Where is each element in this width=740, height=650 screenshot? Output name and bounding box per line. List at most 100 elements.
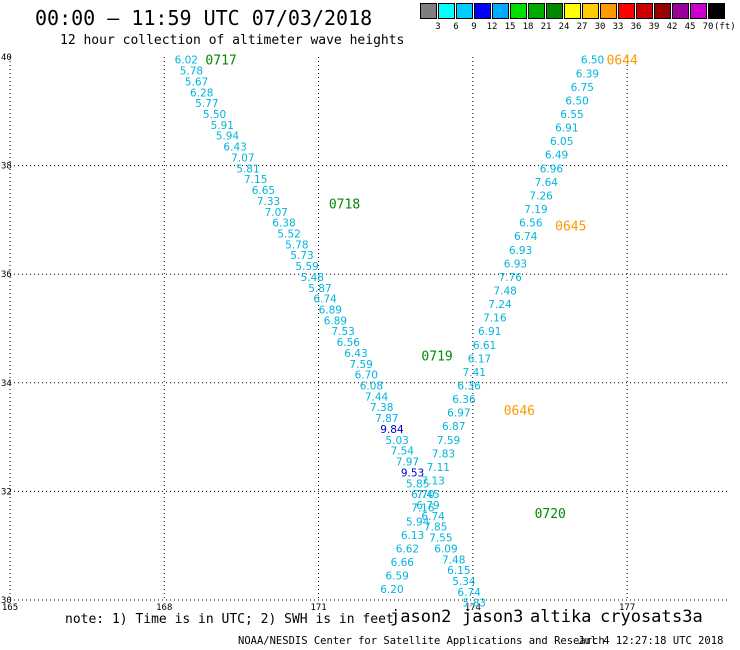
scale-swatch (564, 3, 581, 19)
wave-height-value: 6.43 (344, 348, 367, 360)
wave-height-value: 5.77 (195, 98, 218, 110)
scale-label: 6 (453, 22, 459, 32)
wave-height-value: 7.48 (442, 554, 465, 566)
scale-swatch (654, 3, 671, 19)
wave-height-value: 7.07 (265, 207, 288, 219)
wave-height-value: 5.48 (301, 272, 324, 284)
wave-height-value: 6.66 (391, 557, 415, 569)
scale-swatch (600, 3, 617, 19)
wave-height-value: 7.19 (524, 204, 547, 216)
wave-height-value: 6.36 (457, 381, 481, 393)
credit-line: NOAA/NESDIS Center for Satellite Applica… (238, 635, 605, 647)
x-tick-label: 177 (619, 603, 635, 613)
wave-height-value: 6.91 (478, 326, 501, 338)
scale-swatch (474, 3, 491, 19)
map-title: 00:00 – 11:59 UTC 07/03/2018 (35, 6, 373, 30)
wave-height-value: 6.59 (385, 571, 408, 583)
wave-height-value: 7.24 (488, 299, 512, 311)
wave-height-value: 6.43 (223, 142, 246, 154)
wave-height-value: 5.94 (406, 516, 430, 528)
wave-height-value: 7.13 (421, 476, 444, 488)
wave-height-value: 6.65 (252, 185, 275, 197)
legend-altika: altika (530, 607, 592, 627)
wave-height-value: 7.33 (257, 196, 280, 208)
wave-height-value: 7.26 (529, 190, 553, 202)
wave-height-value: 9.84 (380, 424, 404, 436)
wave-height-value: 7.07 (231, 152, 254, 164)
wave-height-value: 5.73 (290, 250, 313, 262)
scale-label: 12 (486, 22, 498, 32)
wave-height-value: 7.44 (365, 391, 389, 403)
x-tick-label: 174 (465, 603, 481, 613)
wave-height-value: 7.76 (499, 272, 523, 284)
wave-height-value: 5.83 (463, 598, 486, 610)
scale-swatch (510, 3, 527, 19)
wave-height-value: 6.20 (380, 584, 403, 596)
wave-height-value: 7.54 (391, 446, 415, 458)
wave-height-value: 5.34 (452, 576, 476, 588)
wave-height-value: 7.59 (437, 435, 460, 447)
wave-height-value: 7.38 (370, 402, 393, 414)
scale-swatch (636, 3, 653, 19)
wave-height-value: 5.85 (406, 478, 429, 490)
legend-cryosat: cryosat (600, 607, 672, 627)
legend-s3a: s3a (672, 607, 703, 627)
wave-height-value: 5.03 (385, 435, 408, 447)
y-tick-label: 38 (1, 162, 12, 172)
wave-height-value: 6.56 (337, 337, 361, 349)
wave-height-value: 7.83 (432, 448, 455, 460)
wave-height-value: 5.59 (295, 261, 318, 273)
pass-time-label: 0645 (555, 219, 586, 234)
wave-height-value: 5.87 (308, 283, 331, 295)
wave-height-value: 6.74 (313, 294, 337, 306)
pass-time-label: 0718 (329, 198, 360, 213)
wave-height-value: 7.97 (396, 457, 419, 469)
scale-label: 18 (522, 22, 534, 32)
wave-height-value: 6.08 (360, 381, 383, 393)
wave-height-value: 7.16 (411, 503, 435, 515)
wave-height-value: 6.93 (504, 258, 527, 270)
wave-height-value: 7.53 (331, 326, 354, 338)
wave-height-value: 6.28 (190, 87, 213, 99)
wave-height-value: 6.61 (473, 340, 496, 352)
wave-height-value: 7.16 (483, 313, 507, 325)
wave-height-value: 7.41 (463, 367, 486, 379)
wave-height-value: 7.55 (429, 533, 452, 545)
wave-height-value: 6.74 (514, 231, 538, 243)
wave-height-value: 6.96 (540, 163, 564, 175)
y-tick-label: 36 (1, 270, 12, 280)
scale-label: 24 (558, 22, 570, 32)
wave-height-value: 6.89 (324, 315, 347, 327)
wave-height-value: 5.50 (203, 109, 226, 121)
wave-height-value: 5.91 (211, 120, 234, 132)
wave-height-value: 5.94 (216, 131, 240, 143)
wave-height-value: 6.56 (519, 218, 543, 230)
scale-label: 42 (666, 22, 678, 32)
wave-height-value: 5.78 (180, 66, 203, 78)
wave-height-value: 6.70 (355, 370, 378, 382)
wave-height-value: 6.75 (571, 82, 594, 94)
legend-jason3: jason3 (462, 607, 524, 627)
scale-swatch (582, 3, 599, 19)
wave-height-value: 6.13 (401, 530, 424, 542)
map-subtitle: 12 hour collection of altimeter wave hei… (60, 33, 405, 48)
wave-height-value: 6.70 (411, 489, 434, 501)
wave-height-value: 7.48 (493, 285, 516, 297)
wave-height-value: 5.52 (277, 228, 300, 240)
wave-height-value: 5.67 (185, 76, 208, 88)
y-tick-label: 40 (1, 53, 12, 63)
scale-swatch (546, 3, 563, 19)
scale-swatch (456, 3, 473, 19)
pass-time-label: 0646 (504, 404, 535, 419)
wave-height-value: 6.02 (175, 55, 198, 67)
x-tick-label: 168 (156, 603, 172, 613)
y-tick-label: 32 (1, 487, 12, 497)
wave-height-value: 7.85 (424, 522, 447, 534)
wave-height-value: 6.50 (565, 95, 588, 107)
pass-time-label: 0644 (607, 54, 638, 69)
legend-jason2: jason2 (390, 607, 452, 627)
wave-height-value: 6.39 (576, 68, 599, 80)
scale-label: 30 (594, 22, 606, 32)
wave-height-value: 9.53 (401, 467, 424, 479)
